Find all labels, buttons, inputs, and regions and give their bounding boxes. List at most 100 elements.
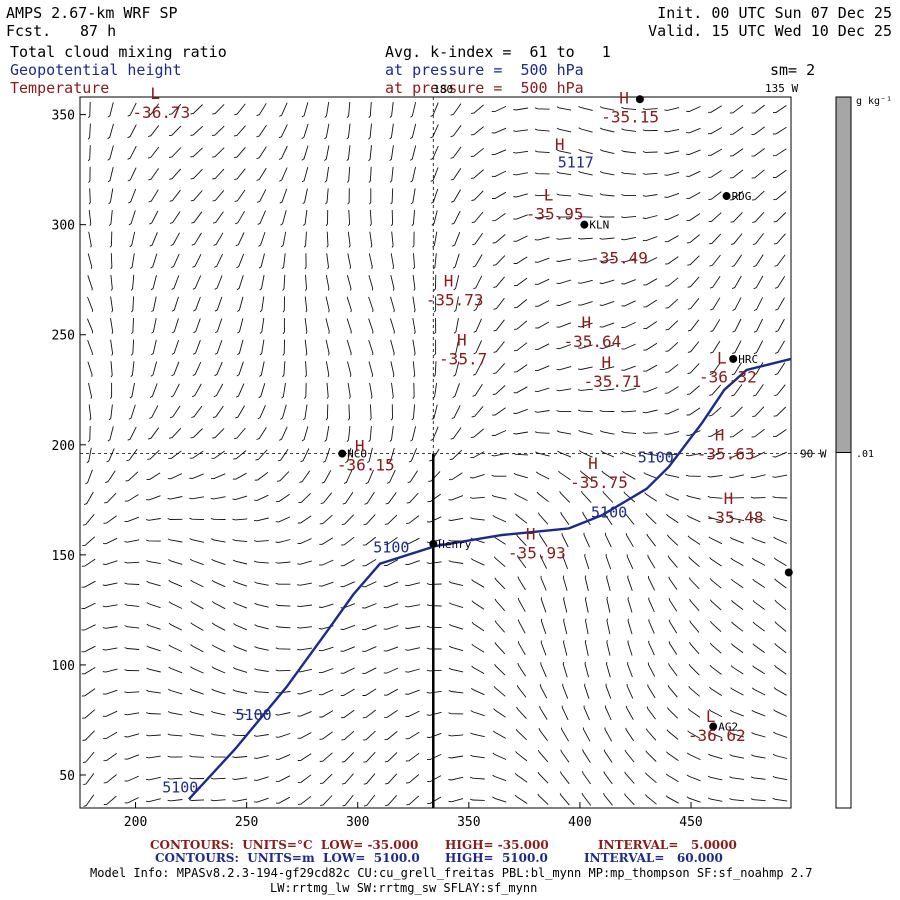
wind-barbs <box>81 101 788 807</box>
temp-contour-high: HIGH= -35.000 <box>445 838 549 852</box>
forecast-label: Fcst. <box>6 22 52 40</box>
temp-center-letter: H <box>601 353 611 372</box>
height-contour: 5100 5100 5100 5100 5100 5117 <box>162 153 792 801</box>
station-label: RDG <box>732 190 752 203</box>
station-markers: RDG KLN HRC NCO Henry AG2 <box>338 95 793 734</box>
forecast-hour: 87 h <box>80 22 117 40</box>
colorbar-fill <box>835 96 852 453</box>
y-tick-label: 100 <box>52 659 75 674</box>
model-title: AMPS 2.67-km WRF SP <box>6 4 178 22</box>
height-contour-high: HIGH= 5100.0 <box>445 851 548 865</box>
height-contour-line <box>188 357 792 801</box>
temp-center-letter: H <box>581 313 591 332</box>
temp-center-value: -36.73 <box>132 103 190 122</box>
temp-center-letter: H <box>457 331 467 350</box>
x-tick-label: 200 <box>124 815 147 830</box>
station-marker <box>784 568 793 577</box>
model-info: Model Info: MPASv8.2.3-194-gf29cd82c CU:… <box>90 866 813 880</box>
longitude-label: 180 <box>433 83 453 96</box>
longitude-label: 135 W <box>765 82 798 95</box>
temp-center-letter: L <box>717 348 727 367</box>
temp-center-letter: L <box>706 707 716 726</box>
station-marker <box>729 354 738 363</box>
height-contour-label: 5100 <box>638 448 674 466</box>
longitude-labels: 180 135 W 90 W <box>433 82 827 461</box>
temp-center-letter: H <box>526 524 536 543</box>
plot-frame <box>79 96 792 809</box>
crosshair-lines <box>80 97 821 808</box>
temp-center-letter: H <box>715 425 725 444</box>
init-time: Init. 00 UTC Sun 07 Dec 25 <box>657 4 892 22</box>
station-label: KLN <box>589 219 609 232</box>
wind-barb-field <box>81 101 788 807</box>
station-marker <box>722 192 731 201</box>
temp-contour-info: CONTOURS: UNITS=°C LOW= -35.000 <box>150 838 419 852</box>
height-contour-label: 5100 <box>591 503 627 521</box>
station-marker <box>429 539 438 548</box>
temp-contour-interval: INTERVAL= 5.0000 <box>598 838 737 852</box>
temp-center-letter: H <box>724 489 734 508</box>
temp-center-value: -35.7 <box>439 350 487 369</box>
field-temperature: Temperature <box>10 79 110 97</box>
x-tick-label: 300 <box>346 815 369 830</box>
field-geopotential: Geopotential height <box>10 61 182 79</box>
pressure-level-temp: at pressure = 500 hPa <box>385 79 584 97</box>
y-tick-label: 150 <box>52 549 75 564</box>
x-tick-label: 350 <box>457 815 480 830</box>
axis-ticks: 200 250 300 350 400 450 50 100 150 200 250 300 350 <box>52 109 703 830</box>
height-contour-label: 5100 <box>236 706 272 724</box>
y-tick-label: 250 <box>52 329 75 344</box>
temp-center-value: -36.32 <box>699 367 757 386</box>
temp-center-letter: H <box>619 89 629 108</box>
height-contour-label: 5100 <box>162 779 198 797</box>
temp-center-letter: H <box>444 271 454 290</box>
station-marker <box>338 449 347 458</box>
temp-center-value: -35.63 <box>697 444 755 463</box>
y-tick-label: 200 <box>52 439 75 454</box>
temp-center-value: -36.62 <box>688 726 746 745</box>
station-label: NCO <box>347 448 367 461</box>
y-tick-label: 350 <box>52 109 75 124</box>
x-tick-label: 400 <box>568 815 591 830</box>
smoothing-value: sm= 2 <box>770 61 816 79</box>
temp-center-value: -35.95 <box>526 204 584 223</box>
valid-time: Valid. 15 UTC Wed 10 Dec 25 <box>648 22 892 40</box>
height-contour-label: 5117 <box>558 153 594 171</box>
x-tick-label: 250 <box>235 815 258 830</box>
temp-center-letter: H <box>588 454 598 473</box>
x-tick-label: 450 <box>679 815 702 830</box>
temp-center-value: -36.15 <box>337 455 395 474</box>
k-index-average: Avg. k-index = 61 to 1 <box>385 43 611 61</box>
colorbar-unit: g kg⁻¹ <box>856 96 892 107</box>
temperature-centers: L-36.73H-35.15L-35.95-35.49H-35.73H-35.6… <box>132 84 763 745</box>
station-label: Henry <box>438 538 471 551</box>
temp-center-letter: H <box>355 436 365 455</box>
temp-center-letter: L <box>544 185 554 204</box>
temp-center-letter: H <box>555 135 565 154</box>
temp-center-value: -35.73 <box>426 290 484 309</box>
temp-center-value: -35.64 <box>563 332 621 351</box>
longitude-label: 90 W <box>800 448 827 461</box>
station-marker <box>580 220 589 229</box>
station-marker <box>709 722 718 731</box>
y-tick-label: 50 <box>59 769 75 784</box>
temp-center-letter: L <box>150 84 160 103</box>
station-label: HRC <box>738 353 758 366</box>
pressure-level-height: at pressure = 500 hPa <box>385 61 584 79</box>
station-label: AG2 <box>718 721 738 734</box>
height-contour-label: 5100 <box>373 539 409 557</box>
temp-center-value: -35.75 <box>570 473 628 492</box>
model-info-physics: LW:rrtmg_lw SW:rrtmg_sw SFLAY:sf_mynn <box>270 881 538 895</box>
temp-center-value: -35.71 <box>583 372 641 391</box>
temp-center-value: -35.15 <box>601 108 659 127</box>
temp-center-value: -35.93 <box>508 543 566 562</box>
temp-center-value: -35.49 <box>590 248 648 267</box>
height-contour-interval: INTERVAL= 60.000 <box>584 851 723 865</box>
y-tick-label: 300 <box>52 219 75 234</box>
field-cloud-mixing: Total cloud mixing ratio <box>10 43 227 61</box>
temp-center-value: -35.48 <box>706 508 764 527</box>
colorbar-label: .01 <box>856 449 874 460</box>
station-marker <box>635 95 644 104</box>
height-contour-info: CONTOURS: UNITS=m LOW= 5100.0 <box>155 851 420 865</box>
